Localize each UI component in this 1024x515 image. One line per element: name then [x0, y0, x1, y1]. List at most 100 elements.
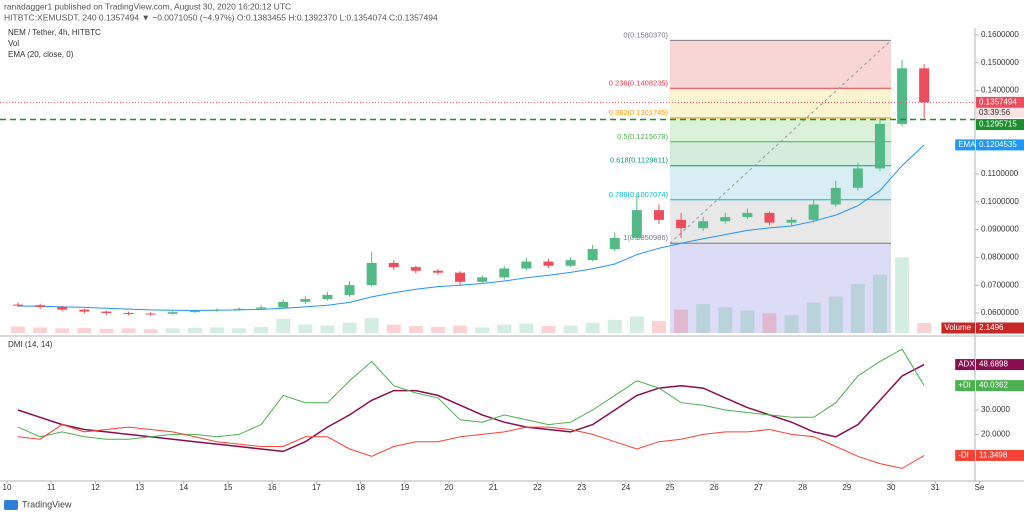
volume-bar	[872, 274, 887, 333]
candle-body	[698, 221, 709, 229]
candle-body	[410, 267, 421, 271]
candle-body	[565, 260, 576, 266]
tag-label-box	[955, 449, 975, 461]
candle-body	[57, 306, 68, 310]
candle-body	[631, 210, 642, 238]
candle-body	[808, 204, 819, 220]
volume-bar	[276, 319, 291, 333]
footer: TradingView	[22, 499, 72, 509]
candle-body	[720, 217, 731, 222]
x-tick-label: 26	[710, 483, 719, 492]
candle-body	[432, 270, 443, 273]
y-tick-label: 30.0000	[981, 405, 1010, 414]
x-tick-label: 12	[91, 483, 100, 492]
indicator-line	[17, 348, 925, 440]
tag-label-box	[955, 139, 975, 151]
fib-label: 0(0.1580370)	[623, 30, 668, 39]
volume-bar	[165, 328, 180, 333]
candle-body	[234, 308, 245, 310]
indicator-line	[17, 424, 925, 469]
fib-label: 0.382(0.1301745)	[609, 108, 669, 117]
volume-bar	[740, 310, 755, 333]
candle-body	[764, 212, 775, 223]
volume-bar	[696, 304, 711, 333]
candle-body	[653, 210, 664, 220]
candle-body	[786, 219, 797, 223]
candle-body	[919, 68, 930, 103]
volume-bar	[607, 319, 622, 333]
x-tick-label: 15	[224, 483, 233, 492]
ema-line	[17, 144, 925, 312]
volume-bar	[143, 329, 158, 333]
volume-bar	[718, 307, 733, 333]
volume-bar	[850, 284, 865, 333]
volume-bar	[629, 316, 644, 333]
logo-icon	[4, 500, 18, 510]
volume-bar	[519, 323, 534, 333]
fib-label: 0.618(0.1129611)	[610, 156, 669, 165]
x-tick-label: 10	[3, 483, 12, 492]
x-tick-label: Se	[975, 483, 985, 492]
candle-body	[300, 299, 311, 302]
price-tag-value: 0.1357494	[979, 97, 1017, 106]
tag-label: Volume	[944, 323, 971, 332]
price-tag	[976, 380, 1024, 392]
tag-label-box	[941, 322, 975, 334]
y-tick-label: 0.1400000	[981, 86, 1019, 95]
tag-label: EMA	[958, 140, 976, 149]
candle-body	[256, 307, 267, 309]
fib-label: 0.236(0.1408235)	[609, 78, 669, 87]
volume-bar	[11, 326, 26, 333]
legend-volume: Vol	[8, 39, 19, 48]
candle-body	[477, 277, 488, 282]
price-tag-value: 0.1204535	[979, 140, 1017, 149]
candle-body	[897, 68, 908, 124]
candle-body	[388, 262, 399, 268]
volume-bar	[563, 325, 578, 333]
volume-bar	[541, 326, 556, 333]
candle-body	[874, 123, 885, 169]
volume-bar	[342, 322, 357, 333]
price-tag-value: 0.1295715	[979, 120, 1017, 129]
countdown-box	[976, 107, 1024, 118]
candle-body	[609, 237, 620, 250]
tag-label-box	[955, 380, 975, 392]
volume-bar	[475, 327, 490, 333]
candle-body	[543, 261, 554, 266]
volume-bar	[254, 326, 269, 333]
volume-bar	[298, 324, 313, 333]
price-tag-value: 48.6898	[979, 360, 1008, 369]
x-tick-label: 31	[931, 483, 940, 492]
price-tag	[976, 119, 1024, 131]
y-tick-label: 0.1100000	[981, 169, 1019, 178]
volume-bar	[585, 322, 600, 333]
volume-bar	[497, 324, 512, 333]
volume-bar	[209, 327, 224, 333]
price-tag-value: 2.1496	[979, 323, 1004, 332]
price-tag	[976, 96, 1024, 108]
candle-body	[344, 285, 355, 295]
fib-trend	[669, 40, 892, 244]
fib-band	[670, 88, 892, 118]
candle-body	[830, 187, 841, 205]
candle-body	[499, 268, 510, 278]
y-tick-label: 0.0800000	[981, 252, 1019, 261]
pane-title: DMI (14, 14)	[8, 340, 53, 349]
price-tag	[976, 449, 1024, 461]
volume-bar	[55, 328, 70, 333]
volume-bar	[364, 318, 379, 333]
fib-band	[670, 141, 892, 166]
x-tick-label: 28	[798, 483, 807, 492]
volume-bar	[784, 315, 799, 333]
candle-body	[587, 249, 598, 261]
fib-band	[670, 40, 892, 89]
x-tick-label: 27	[754, 483, 763, 492]
y-tick-label: 0.1000000	[981, 197, 1019, 206]
candle-body	[676, 219, 687, 229]
symbol-line: HITBTC:XEMUSDT, 240 0.1357494 ▼ −0.00710…	[4, 12, 438, 22]
price-tag	[976, 359, 1024, 371]
volume-bar	[895, 257, 910, 333]
x-tick-label: 22	[533, 483, 542, 492]
volume-bar	[320, 325, 335, 333]
